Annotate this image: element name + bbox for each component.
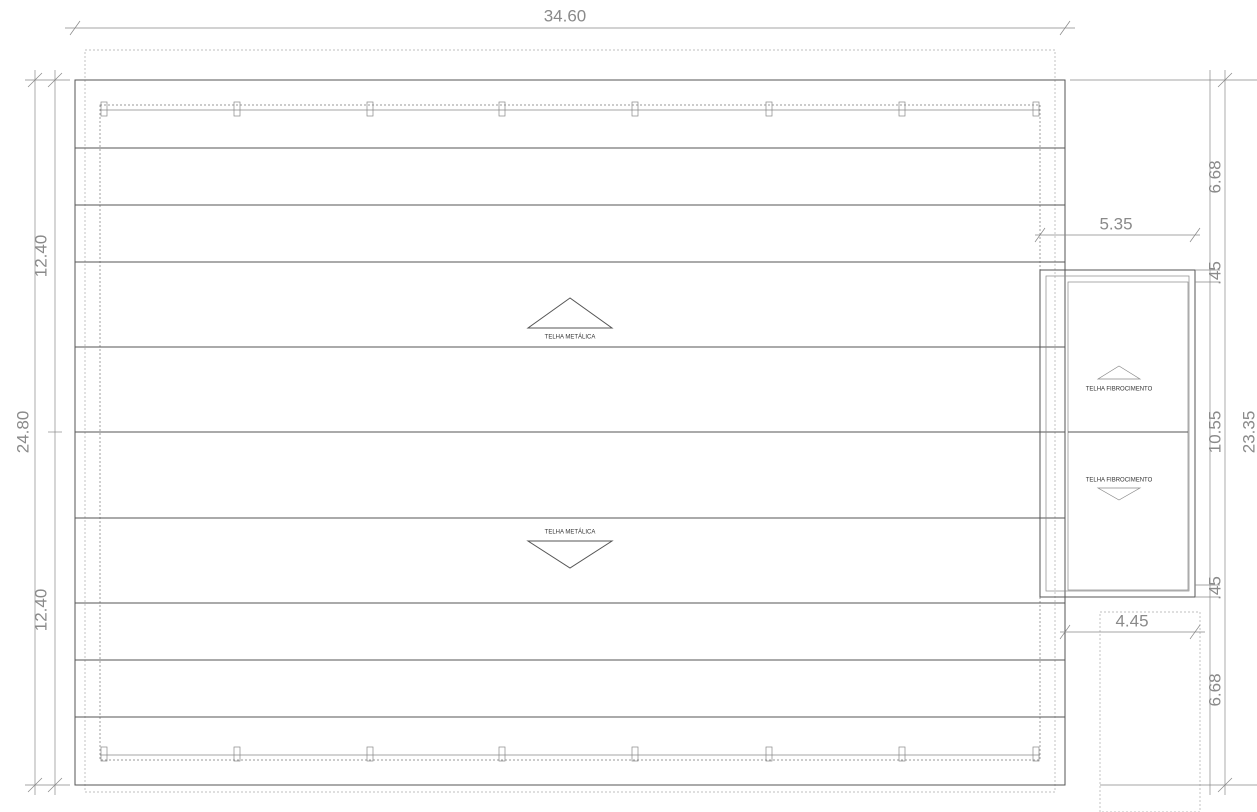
post (366, 101, 374, 117)
slope-arrow (1096, 487, 1142, 501)
post (498, 746, 506, 762)
annex-outline (1039, 269, 1196, 598)
dimension: 12.40 (31, 235, 50, 278)
dimension-lines (25, 20, 1257, 795)
roof-label: TELHA FIBROCIMENTO (1086, 387, 1153, 393)
dimension: 24.80 (13, 411, 32, 454)
dimension: 4.45 (1115, 611, 1148, 630)
post (631, 746, 639, 762)
post (233, 746, 241, 762)
post (100, 746, 108, 762)
post (366, 746, 374, 762)
purlins (75, 147, 1065, 718)
roof-label: TELHA METÁLICA (545, 334, 596, 341)
post (100, 101, 108, 117)
dimension: 34.60 (544, 6, 587, 25)
dimension: .45 (1205, 576, 1224, 600)
annex-inner (1045, 275, 1190, 592)
post (233, 101, 241, 117)
slope-arrow (526, 297, 614, 329)
post (498, 101, 506, 117)
slope-arrow (1096, 365, 1142, 380)
dimension: 6.68 (1205, 160, 1224, 193)
dimension: 23.35 (1239, 411, 1257, 454)
post (765, 101, 773, 117)
dimension: 5.35 (1099, 214, 1132, 233)
slope-arrow (526, 540, 614, 569)
posts (100, 101, 1040, 762)
post (898, 746, 906, 762)
roof-label: TELHA METÁLICA (545, 529, 596, 536)
post (1032, 746, 1040, 762)
post (765, 746, 773, 762)
post (1032, 101, 1040, 117)
roof-label: TELHA FIBROCIMENTO (1086, 478, 1153, 484)
inner-outline (99, 104, 1041, 761)
annex-base (1099, 611, 1201, 812)
annex-roof (1067, 281, 1189, 591)
post (631, 101, 639, 117)
post (898, 101, 906, 117)
dimension: 6.68 (1205, 673, 1224, 706)
dimension: 12.40 (31, 589, 50, 632)
dimension: .45 (1205, 261, 1224, 285)
dimension: 10.55 (1205, 411, 1224, 454)
roof-outline (84, 49, 1056, 793)
